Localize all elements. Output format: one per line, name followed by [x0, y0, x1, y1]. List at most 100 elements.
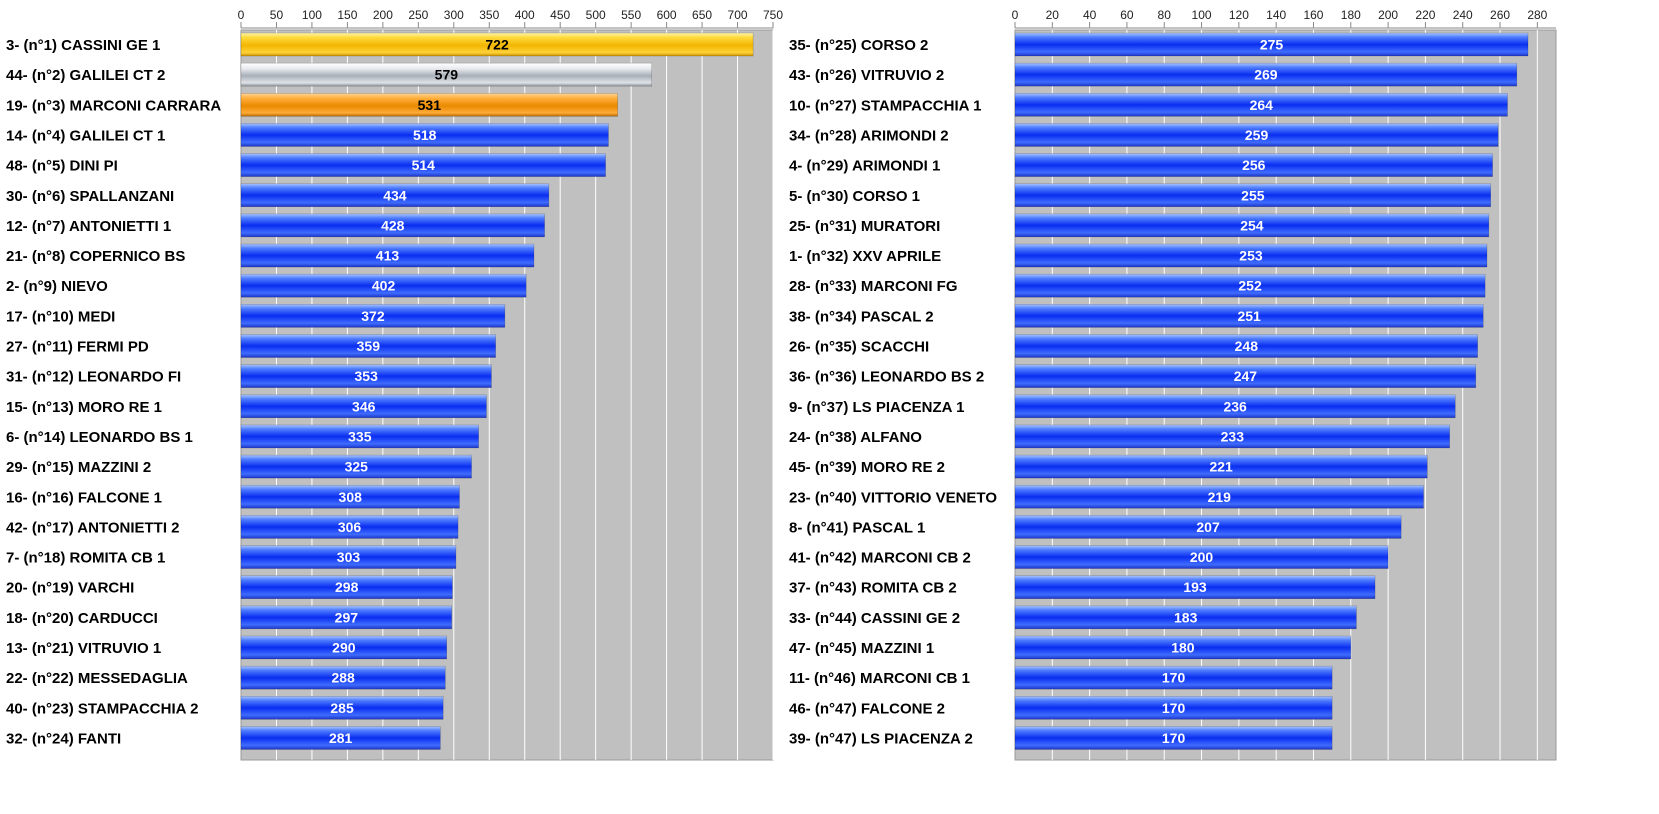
category-label: 10- (n°27) STAMPACCHIA 1 — [789, 97, 981, 114]
bar — [240, 424, 479, 449]
data-label: 359 — [357, 338, 381, 354]
x-tick-label: 160 — [1303, 8, 1323, 22]
chart-panel-right: 0 20 40 60 80 100 120 140 160 180 200 220 240 260 280 3… — [789, 8, 1557, 761]
data-label: 180 — [1171, 640, 1195, 656]
data-label: 200 — [1190, 549, 1214, 565]
data-label: 275 — [1260, 37, 1284, 53]
category-label: 16- (n°16) FALCONE 1 — [6, 489, 162, 506]
data-label: 219 — [1208, 489, 1232, 505]
data-label: 170 — [1162, 730, 1186, 746]
x-tick-label: 600 — [657, 8, 677, 22]
x-tick-label: 650 — [692, 8, 712, 22]
x-tick-label: 200 — [373, 8, 393, 22]
data-label: 531 — [418, 97, 442, 113]
bar — [1014, 304, 1484, 328]
bar — [1014, 454, 1428, 479]
x-tick-label: 20 — [1046, 8, 1060, 22]
bar — [1014, 183, 1492, 208]
data-label: 269 — [1254, 67, 1278, 83]
category-label: 25- (n°31) MURATORI — [789, 218, 940, 235]
category-label: 8- (n°41) PASCAL 1 — [789, 519, 925, 536]
category-label: 32- (n°24) FANTI — [6, 730, 121, 747]
bar — [1014, 273, 1486, 298]
x-tick-label: 500 — [586, 8, 606, 22]
data-label: 298 — [335, 579, 359, 595]
data-label: 221 — [1209, 459, 1233, 475]
category-label: 41- (n°42) MARCONI CB 2 — [789, 550, 971, 567]
x-tick-label: 200 — [1378, 8, 1398, 22]
data-label: 252 — [1238, 278, 1262, 294]
bar — [1014, 726, 1333, 750]
category-label: 28- (n°33) MARCONI FG — [789, 278, 958, 295]
x-tick-label: 50 — [270, 8, 284, 22]
category-label: 17- (n°10) MEDI — [6, 308, 115, 325]
x-tick-label: 280 — [1527, 8, 1547, 22]
bar — [1014, 364, 1477, 388]
bar — [1014, 515, 1402, 539]
x-tick-label: 550 — [621, 8, 641, 22]
category-label: 45- (n°39) MORO RE 2 — [789, 459, 945, 476]
x-tick-label: 300 — [444, 8, 464, 22]
category-label: 42- (n°17) ANTONIETTI 2 — [6, 519, 180, 536]
x-tick-label: 250 — [408, 8, 428, 22]
bar — [240, 32, 754, 57]
category-label: 1- (n°32) XXV APRILE — [789, 248, 941, 265]
data-label: 259 — [1245, 127, 1269, 143]
bar — [1014, 575, 1376, 600]
category-label: 27- (n°11) FERMI PD — [6, 339, 149, 356]
category-label: 33- (n°44) CASSINI GE 2 — [789, 610, 960, 627]
bar — [1014, 243, 1488, 268]
data-label: 297 — [335, 609, 359, 625]
category-label: 18- (n°20) CARDUCCI — [6, 610, 158, 627]
category-label: 30- (n°6) SPALLANZANI — [6, 188, 174, 205]
data-label: 251 — [1237, 308, 1261, 324]
bar — [1014, 695, 1333, 720]
category-label: 34- (n°28) ARIMONDI 2 — [789, 127, 949, 144]
bar — [1014, 334, 1478, 358]
category-label: 11- (n°46) MARCONI CB 1 — [789, 670, 970, 687]
x-tick-label: 150 — [337, 8, 357, 22]
x-tick-label: 450 — [550, 8, 570, 22]
data-label: 722 — [485, 37, 509, 53]
data-label: 288 — [331, 670, 355, 686]
data-label: 170 — [1162, 670, 1186, 686]
bar — [1014, 635, 1352, 660]
category-label: 44- (n°2) GALILEI CT 2 — [6, 67, 165, 84]
bar — [240, 123, 609, 147]
data-label: 434 — [383, 187, 407, 203]
category-label: 15- (n°13) MORO RE 1 — [6, 399, 162, 416]
category-label: 22- (n°22) MESSEDAGLIA — [6, 670, 188, 687]
data-label: 170 — [1162, 700, 1186, 716]
data-label: 514 — [412, 157, 436, 173]
bar — [240, 575, 453, 600]
data-label: 183 — [1174, 609, 1198, 625]
category-label: 24- (n°38) ALFANO — [789, 429, 922, 446]
x-tick-label: 60 — [1120, 8, 1134, 22]
bar — [240, 334, 496, 358]
category-label: 23- (n°40) VITTORIO VENETO — [789, 489, 997, 506]
bar — [240, 243, 535, 268]
category-label: 5- (n°30) CORSO 1 — [789, 188, 920, 205]
data-label: 247 — [1234, 368, 1258, 384]
category-label: 26- (n°35) SCACCHI — [789, 339, 929, 356]
x-tick-label: 100 — [1192, 8, 1212, 22]
bar — [1014, 394, 1456, 419]
data-label: 306 — [338, 519, 362, 535]
bar — [1014, 123, 1499, 147]
x-tick-label: 180 — [1341, 8, 1361, 22]
bar — [240, 213, 545, 238]
x-tick-label: 140 — [1266, 8, 1286, 22]
bar — [240, 93, 618, 117]
x-tick-label: 0 — [1012, 8, 1019, 22]
bar — [240, 183, 550, 208]
data-label: 236 — [1223, 398, 1247, 414]
data-label: 256 — [1242, 157, 1266, 173]
bar — [240, 273, 527, 298]
category-label: 36- (n°36) LEONARDO BS 2 — [789, 369, 984, 386]
bar — [1014, 424, 1450, 449]
data-label: 308 — [339, 489, 363, 505]
data-label: 253 — [1239, 248, 1263, 264]
category-label: 43- (n°26) VITRUVIO 2 — [789, 67, 944, 84]
bar — [1014, 153, 1493, 177]
bar — [1014, 93, 1508, 117]
